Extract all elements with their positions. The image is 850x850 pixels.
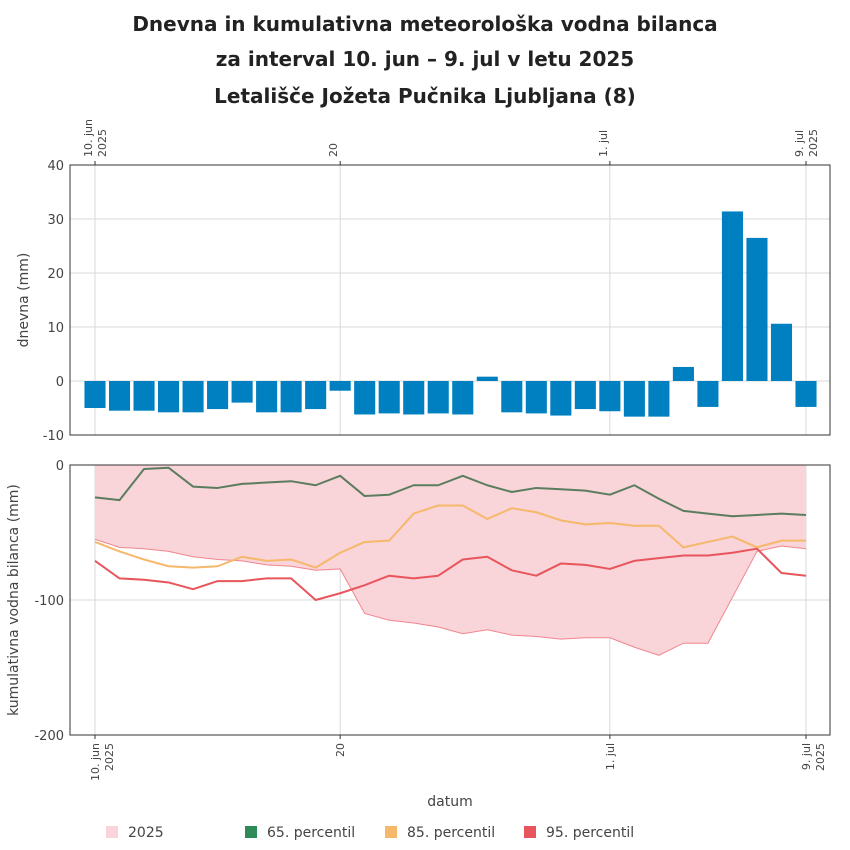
x-tick-label-bottom: 9. jul 2025 (800, 743, 827, 771)
bar (648, 381, 670, 417)
legend-item: 2025 (106, 825, 164, 841)
bar (599, 381, 621, 412)
y-tick-label: 0 (56, 459, 64, 474)
legend-item: 95. percentil (524, 825, 634, 841)
bar (721, 211, 743, 381)
bar (108, 381, 131, 411)
x-tick-label-bottom: 20 (334, 743, 347, 757)
x-tick-line2: 2025 (103, 743, 116, 771)
y-tick-label: -100 (34, 594, 64, 609)
bar (697, 381, 719, 407)
series-line-65-percentil (94, 466, 807, 518)
series-line-95-percentil (94, 547, 807, 601)
bar (403, 381, 425, 415)
legend: 2025 65. percentil 85. percentil 95. percen… (106, 825, 634, 841)
x-tick-label-bottom: 1. jul (604, 743, 617, 770)
legend-swatch (524, 826, 536, 838)
y-axis-label: kumulativna vodna bilanca (mm) (6, 484, 22, 716)
bar (305, 381, 327, 410)
bar (574, 381, 596, 410)
bar (231, 381, 253, 403)
legend-swatch (385, 826, 397, 838)
bar (525, 381, 547, 414)
chart-title-line-1: Dnevna in kumulativna meteorološka vodna… (132, 12, 718, 36)
x-tick-label-top: 10. jun 2025 (82, 119, 109, 157)
bar (84, 381, 106, 408)
bar (329, 381, 351, 391)
legend-label: 95. percentil (546, 825, 634, 841)
y-tick-label: -200 (34, 729, 64, 744)
bar (182, 381, 204, 413)
bar (158, 381, 180, 413)
area-2025 (95, 465, 806, 656)
bar (378, 381, 400, 414)
legend-item: 85. percentil (385, 825, 495, 841)
x-tick-line2: 2025 (807, 129, 820, 157)
x-tick-label-top: 1. jul (597, 130, 610, 157)
x-tick-line1: 10. jun (82, 119, 95, 157)
x-tick-line1: 1. jul (604, 743, 617, 770)
bar (452, 381, 474, 415)
x-tick-line1: 9. jul (800, 743, 813, 770)
y-axis-label: dnevna (mm) (16, 253, 32, 348)
x-tick-label-top: 9. jul 2025 (793, 129, 820, 157)
y-tick-label: 10 (47, 321, 64, 336)
bar (207, 381, 229, 410)
bar (623, 381, 645, 417)
plot-frame (69, 164, 831, 436)
x-axis-label: datum (427, 794, 472, 810)
x-tick-label-bottom: 10. jun 2025 (89, 743, 116, 781)
bar (133, 381, 155, 411)
bar (256, 381, 278, 413)
bar (476, 376, 498, 381)
x-tick-line1: 20 (334, 743, 347, 757)
y-tick-label: -10 (43, 429, 64, 444)
plot-frame (69, 464, 831, 736)
bar (795, 381, 817, 407)
cumulative-balance-panel: 0 -100 -200 kumulativna vodna bilanca (mm) 1… (6, 459, 831, 810)
x-tick-line2: 2025 (814, 743, 827, 771)
legend-label: 85. percentil (407, 825, 495, 841)
bar (280, 381, 302, 413)
legend-label: 65. percentil (267, 825, 355, 841)
bar (672, 366, 694, 381)
bar (354, 381, 376, 415)
series-line-85-percentil (94, 504, 806, 569)
x-tick-line1: 20 (327, 143, 340, 157)
legend-swatch (245, 826, 257, 838)
y-tick-label: 0 (56, 375, 64, 390)
x-tick-line1: 10. jun (89, 743, 102, 781)
y-tick-label: 40 (47, 159, 64, 174)
bar (550, 381, 572, 416)
y-tick-label: 30 (47, 213, 64, 228)
x-tick-line1: 9. jul (793, 130, 806, 157)
area-2025-edge (94, 538, 807, 656)
bar (427, 381, 449, 414)
legend-item: 65. percentil (245, 825, 355, 841)
bar (746, 237, 768, 381)
x-tick-label-top: 20 (327, 143, 340, 157)
y-tick-label: 20 (47, 267, 64, 282)
chart-title-line-3: Letališče Jožeta Pučnika Ljubljana (8) (214, 84, 636, 108)
bar (770, 323, 793, 381)
chart-title-line-2: za interval 10. jun – 9. jul v letu 2025 (215, 47, 635, 71)
bar (501, 381, 523, 413)
x-tick-line1: 1. jul (597, 130, 610, 157)
x-tick-line2: 2025 (96, 129, 109, 157)
legend-swatch (106, 826, 118, 838)
legend-label: 2025 (128, 825, 164, 841)
